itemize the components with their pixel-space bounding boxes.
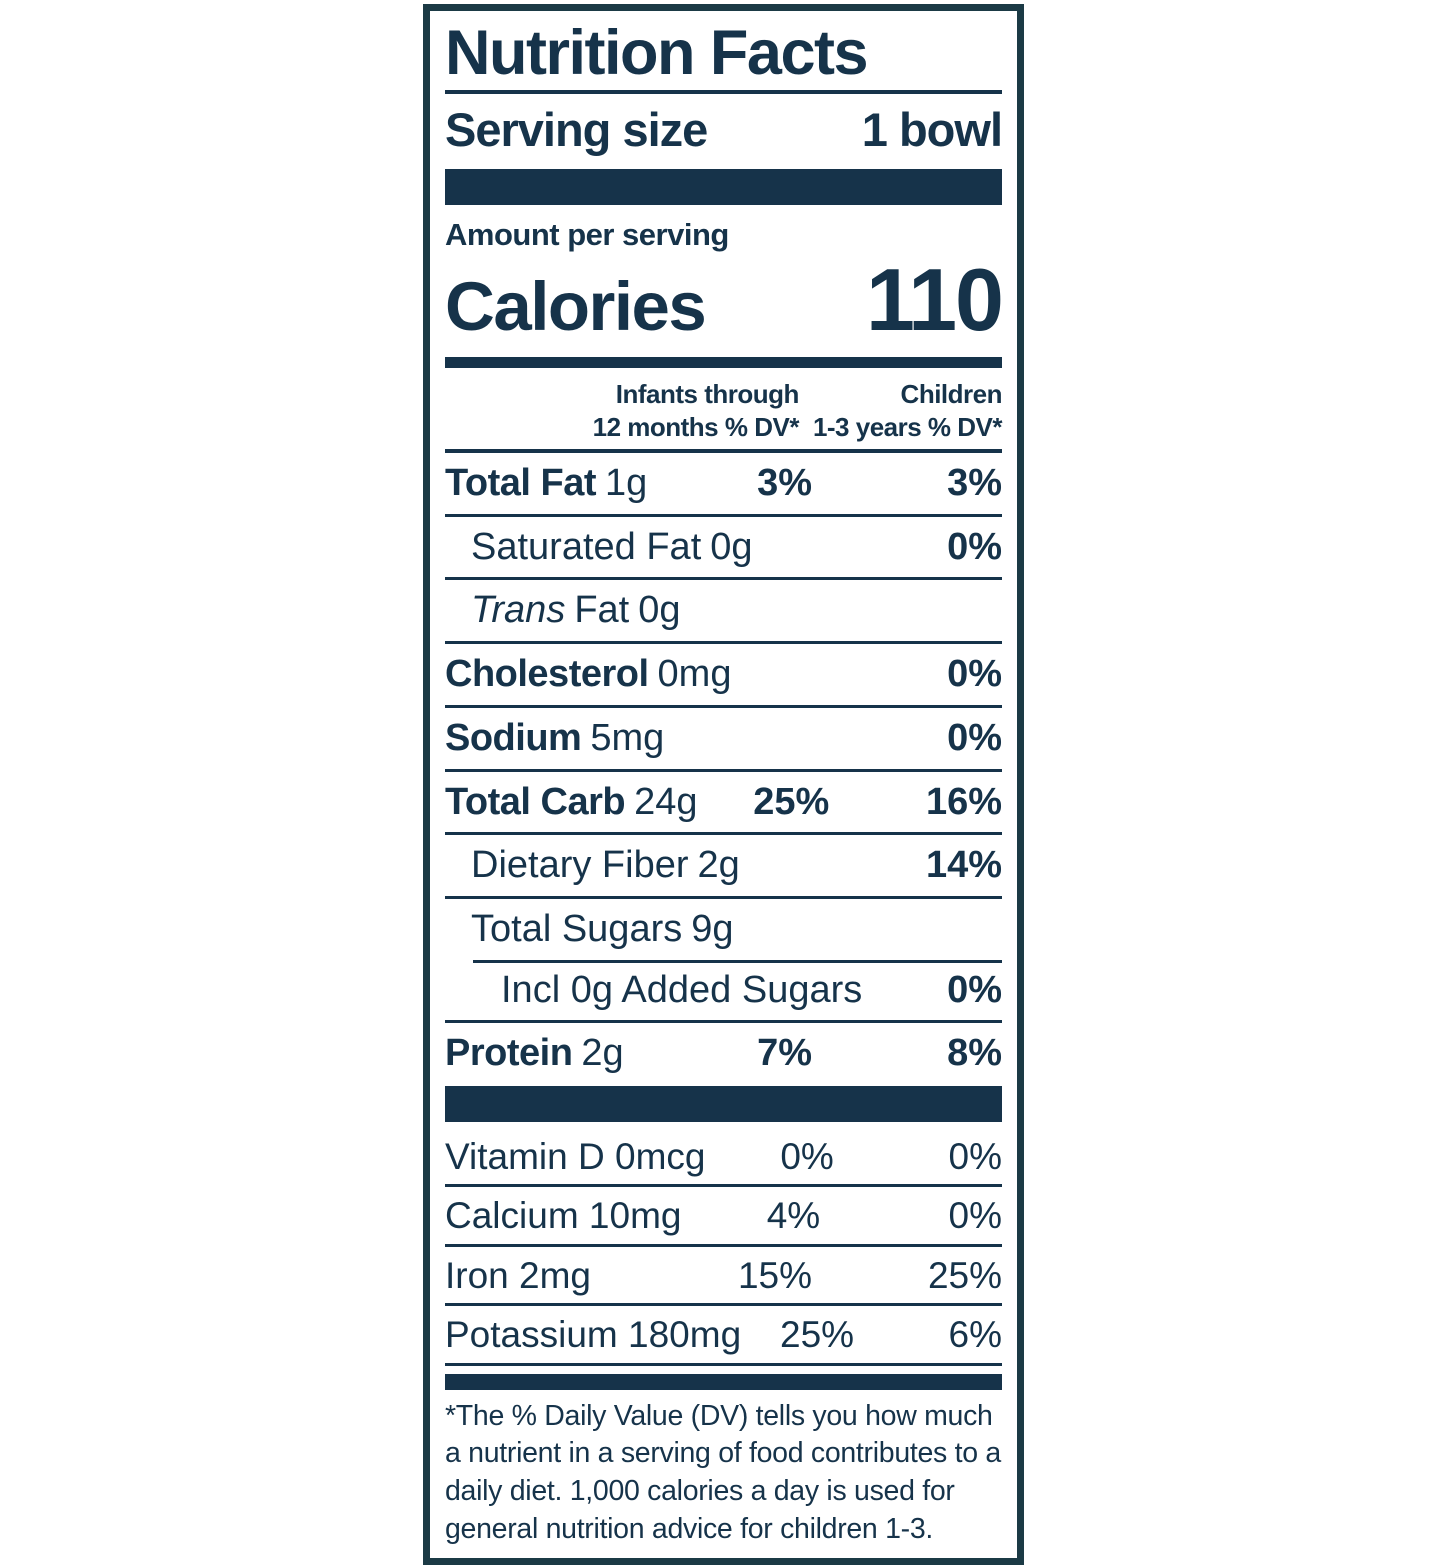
dv-children: 8% bbox=[947, 1032, 1002, 1075]
nutrient-amount: 24g bbox=[634, 780, 698, 823]
dv-infants: 15% bbox=[737, 1254, 812, 1296]
nutrient-name: Fat bbox=[574, 589, 630, 632]
dv-column-headers: Infants through 12 months % DV* Children… bbox=[445, 368, 1003, 454]
table-row-iron: Iron 2mg 15% 25% bbox=[445, 1243, 1002, 1303]
dv-children: 0% bbox=[948, 1135, 1002, 1177]
dv-children: 0% bbox=[947, 968, 1002, 1011]
calories-value: 110 bbox=[866, 250, 1004, 350]
vitamin-name: Calcium 10mg bbox=[445, 1195, 682, 1237]
nutrient-name: Dietary Fiber bbox=[471, 844, 689, 887]
serving-size-row: Serving size 1 bowl bbox=[445, 94, 1003, 167]
dv-children: 25% bbox=[927, 1254, 1002, 1296]
table-row-total-carb: Total Carb 24g 25% 16% bbox=[445, 768, 1002, 833]
divider-thick-bar bbox=[445, 169, 1002, 206]
divider-thick-bar bbox=[445, 1085, 1002, 1122]
table-row-calcium: Calcium 10mg 4% 0% bbox=[445, 1184, 1002, 1243]
dv-infants: 3% bbox=[757, 462, 812, 505]
dv-children: 6% bbox=[948, 1314, 1002, 1356]
column-header-children-line1: Children bbox=[900, 379, 1003, 410]
dv-infants: 7% bbox=[757, 1032, 812, 1075]
dv-children: 0% bbox=[947, 653, 1002, 696]
column-header-infants: Infants through 12 months % DV* bbox=[592, 378, 800, 443]
nutrient-amount: 1g bbox=[605, 462, 648, 505]
nutrient-name: Cholesterol bbox=[445, 653, 649, 696]
divider-small-bar bbox=[445, 1373, 1002, 1390]
table-row-total-sugars: Total Sugars 9g bbox=[445, 895, 1002, 960]
column-header-infants-line1: Infants through bbox=[615, 379, 800, 410]
table-row-sodium: Sodium 5mg 0% bbox=[445, 704, 1002, 769]
table-row-potassium: Potassium 180mg 25% 6% bbox=[445, 1303, 1002, 1362]
dv-infants: 25% bbox=[780, 1314, 855, 1356]
dv-children: 14% bbox=[925, 844, 1002, 887]
dv-children: 3% bbox=[947, 462, 1002, 505]
nutrient-amount: 9g bbox=[691, 907, 734, 950]
table-row-cholesterol: Cholesterol 0mg 0% bbox=[445, 641, 1002, 705]
nutrient-amount: 0mg bbox=[657, 653, 732, 696]
dv-infants: 4% bbox=[766, 1195, 821, 1237]
divider-hairline bbox=[445, 1362, 1002, 1366]
nutrition-facts-label: Nutrition Facts Serving size 1 bowl Amou… bbox=[423, 4, 1024, 1565]
label-title: Nutrition Facts bbox=[445, 11, 1002, 95]
serving-size-value: 1 bowl bbox=[861, 103, 1003, 157]
nutrient-amount: 0g bbox=[710, 525, 753, 568]
nutrient-name: Saturated Fat bbox=[471, 525, 702, 568]
amount-per-serving-label: Amount per serving bbox=[445, 217, 729, 253]
table-row-vitamin-d: Vitamin D 0mcg 0% 0% bbox=[445, 1128, 1002, 1184]
table-row-saturated-fat: Saturated Fat 0g 0% bbox=[445, 513, 1002, 578]
nutrient-amount: 2g bbox=[697, 844, 740, 887]
nutrient-amount: 5mg bbox=[590, 716, 665, 759]
table-row-total-fat: Total Fat 1g 3% 3% bbox=[445, 453, 1002, 514]
nutrient-name-italic: Trans bbox=[471, 589, 566, 632]
nutrient-name: Incl 0g Added Sugars bbox=[501, 968, 863, 1011]
divider-medium-bar bbox=[445, 357, 1002, 369]
nutrient-name: Sodium bbox=[445, 716, 582, 759]
column-header-children-line2: 1-3 years % DV* bbox=[812, 411, 1003, 442]
table-row-protein: Protein 2g 7% 8% bbox=[445, 1020, 1002, 1084]
vitamin-name: Iron 2mg bbox=[445, 1254, 592, 1296]
calories-label: Calories bbox=[445, 268, 707, 346]
nutrient-amount: 2g bbox=[581, 1032, 624, 1075]
serving-size-label: Serving size bbox=[445, 103, 708, 157]
vitamin-name: Vitamin D 0mcg bbox=[445, 1135, 706, 1177]
table-row-dietary-fiber: Dietary Fiber 2g 14% bbox=[445, 832, 1002, 896]
dv-children: 16% bbox=[925, 780, 1002, 823]
dv-infants: 25% bbox=[753, 780, 830, 823]
dv-infants: 0% bbox=[780, 1135, 834, 1177]
nutrient-name: Total Fat bbox=[445, 462, 597, 505]
nutrient-name: Total Carb bbox=[445, 780, 626, 823]
nutrient-name: Total Sugars bbox=[471, 907, 683, 950]
table-row-added-sugars: Incl 0g Added Sugars 0% bbox=[445, 959, 1002, 1021]
column-header-children: Children 1-3 years % DV* bbox=[812, 378, 1003, 443]
dv-footnote: *The % Daily Value (DV) tells you how mu… bbox=[445, 1399, 1001, 1545]
column-header-infants-line2: 12 months % DV* bbox=[592, 411, 800, 442]
nutrient-name: Protein bbox=[445, 1032, 573, 1075]
vitamin-name: Potassium 180mg bbox=[445, 1314, 742, 1356]
table-row-trans-fat: Trans Fat 0g bbox=[445, 577, 1002, 641]
dv-children: 0% bbox=[947, 716, 1002, 759]
dv-children: 0% bbox=[948, 1195, 1002, 1237]
nutrient-amount: 0g bbox=[638, 589, 681, 632]
dv-children: 0% bbox=[947, 525, 1002, 568]
calories-row: Calories 110 bbox=[445, 249, 1004, 351]
